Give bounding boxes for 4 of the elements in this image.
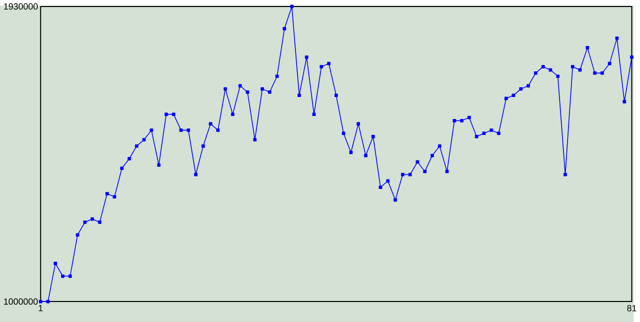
- x-tick-label: 1: [38, 304, 43, 311]
- x-tick-label: 81: [627, 304, 636, 312]
- y-tick-label: 1930000: [4, 3, 38, 10]
- y-tick-label: 1000000: [4, 298, 38, 305]
